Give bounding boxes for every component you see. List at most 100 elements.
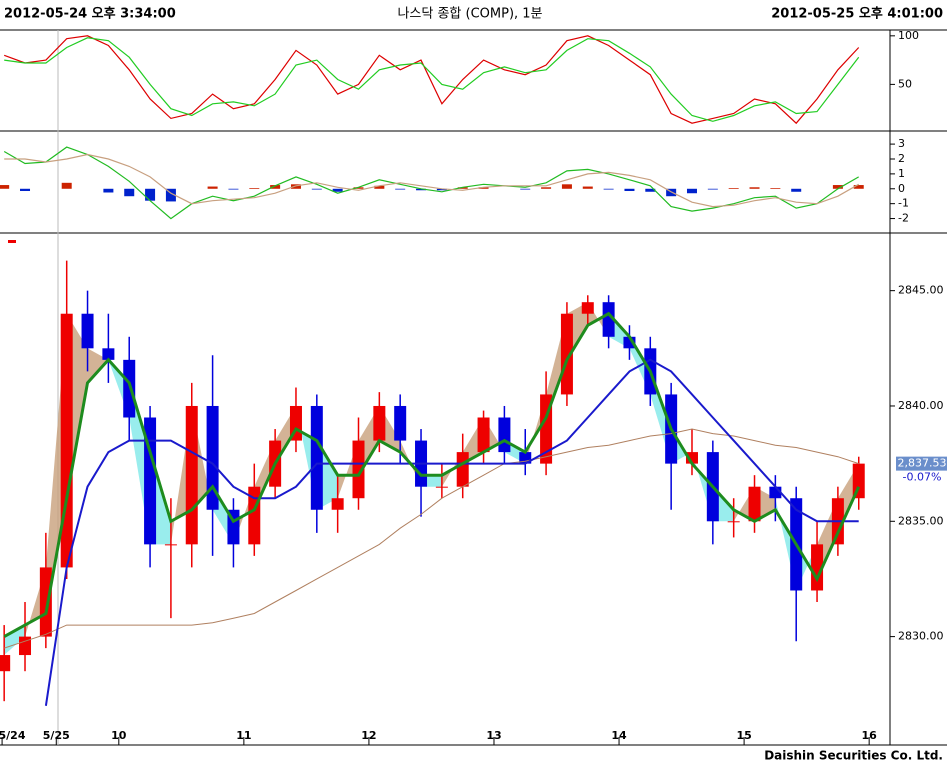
candle-body	[123, 359, 136, 418]
candle-body	[748, 486, 761, 522]
y-tick-label: 2	[898, 152, 905, 165]
histogram-bar	[624, 188, 635, 192]
y-tick-label: 50	[898, 77, 912, 90]
y-tick-label: -1	[898, 197, 909, 210]
candle-body	[602, 302, 615, 337]
marker	[8, 240, 16, 243]
last-price-box	[896, 456, 947, 471]
histogram-bar	[124, 188, 135, 197]
candle-body	[185, 405, 198, 545]
histogram-bar	[436, 188, 447, 191]
candle-body	[60, 313, 73, 568]
candle-body	[811, 544, 824, 591]
candle-body	[164, 544, 177, 546]
histogram-bar	[603, 188, 614, 190]
y-tick-label: -2	[898, 212, 909, 225]
candle-body	[852, 463, 865, 499]
header-right: 2012-05-25 오후 4:01:00	[771, 6, 943, 22]
histogram-bar	[853, 185, 864, 189]
histogram-bar	[582, 186, 593, 189]
x-tick-label: 13	[486, 729, 501, 742]
histogram-bar	[416, 188, 427, 191]
histogram-bar	[520, 188, 531, 190]
change-label: -0.07%	[903, 471, 942, 484]
histogram-bar	[686, 188, 697, 194]
y-tick-label: 0	[898, 182, 905, 195]
series-line	[3, 311, 861, 638]
candle-body	[456, 452, 469, 487]
candle-body	[352, 440, 365, 499]
histogram-bar	[791, 188, 802, 192]
histogram-bar	[645, 188, 656, 192]
candle-body	[581, 302, 594, 314]
histogram-bar	[478, 187, 489, 189]
y-tick-label: 2840.00	[898, 399, 944, 412]
candle-body	[435, 486, 448, 488]
candle-body	[769, 486, 782, 499]
x-tick-label: 15	[736, 729, 751, 742]
candle-body	[685, 452, 698, 464]
panel: 50 100	[3, 29, 919, 125]
histogram-bar	[332, 188, 343, 192]
histogram-bar	[541, 187, 552, 189]
candle-body	[144, 417, 157, 545]
panel: 2830.00 2835.00 2840.00 2845.00 5/24 5/25 10 11…	[0, 260, 947, 745]
series-line	[44, 358, 859, 706]
histogram-bar	[145, 188, 156, 201]
last-price-label: 2,837.53	[898, 457, 947, 470]
header-title: 나스닥 종합 (COMP), 1분	[397, 7, 542, 22]
candle-body	[331, 498, 344, 510]
plot-area	[0, 260, 865, 706]
candle-body	[39, 567, 52, 637]
histogram-bar	[666, 188, 677, 197]
x-tick-label: 14	[611, 729, 627, 742]
x-tick-label: 5/25	[43, 729, 70, 742]
footer: Daishin Securities Co. Ltd.	[764, 749, 943, 763]
candle-body	[477, 417, 490, 453]
histogram-bar	[290, 184, 301, 189]
plot-area	[0, 146, 864, 220]
series-line	[4, 428, 859, 649]
header-left: 2012-05-24 오후 3:34:00	[4, 6, 176, 22]
histogram-bar	[0, 185, 10, 189]
y-tick-label: 2845.00	[898, 284, 944, 297]
plot-area	[3, 35, 860, 125]
x-tick-label: 16	[862, 729, 878, 742]
candle-body	[498, 417, 511, 453]
histogram-bar	[749, 187, 760, 189]
histogram-bar	[374, 185, 385, 189]
x-tick-label: 11	[236, 729, 251, 742]
candle-body	[0, 655, 11, 672]
histogram-bar	[353, 187, 364, 189]
candle-body	[623, 336, 636, 349]
series-line	[3, 35, 860, 125]
candle-body	[727, 521, 740, 523]
histogram-bar	[207, 186, 218, 189]
candle-body	[102, 348, 115, 360]
histogram-bar	[165, 188, 176, 202]
candle-body	[19, 636, 32, 656]
y-tick-label: 1	[898, 167, 905, 180]
y-tick-label: 2835.00	[898, 514, 944, 527]
candle-body	[560, 313, 573, 395]
candle-body	[81, 313, 94, 349]
series-line	[4, 153, 859, 208]
y-tick-label: 3	[898, 137, 905, 150]
histogram-bar	[228, 188, 239, 190]
series-line	[4, 37, 860, 122]
histogram-bar	[20, 188, 31, 192]
histogram-bar	[395, 188, 406, 190]
candle-body	[373, 405, 386, 441]
x-tick-label: 10	[111, 729, 127, 742]
series-line	[3, 146, 859, 220]
x-tick-label: 5/24	[0, 729, 26, 742]
histogram-bar	[561, 184, 572, 189]
histogram-bar	[728, 188, 739, 189]
candle-body	[206, 405, 219, 510]
histogram-bar	[249, 188, 260, 189]
candle-body	[394, 405, 407, 441]
fill-band	[4, 625, 26, 656]
histogram-bar	[457, 187, 468, 189]
